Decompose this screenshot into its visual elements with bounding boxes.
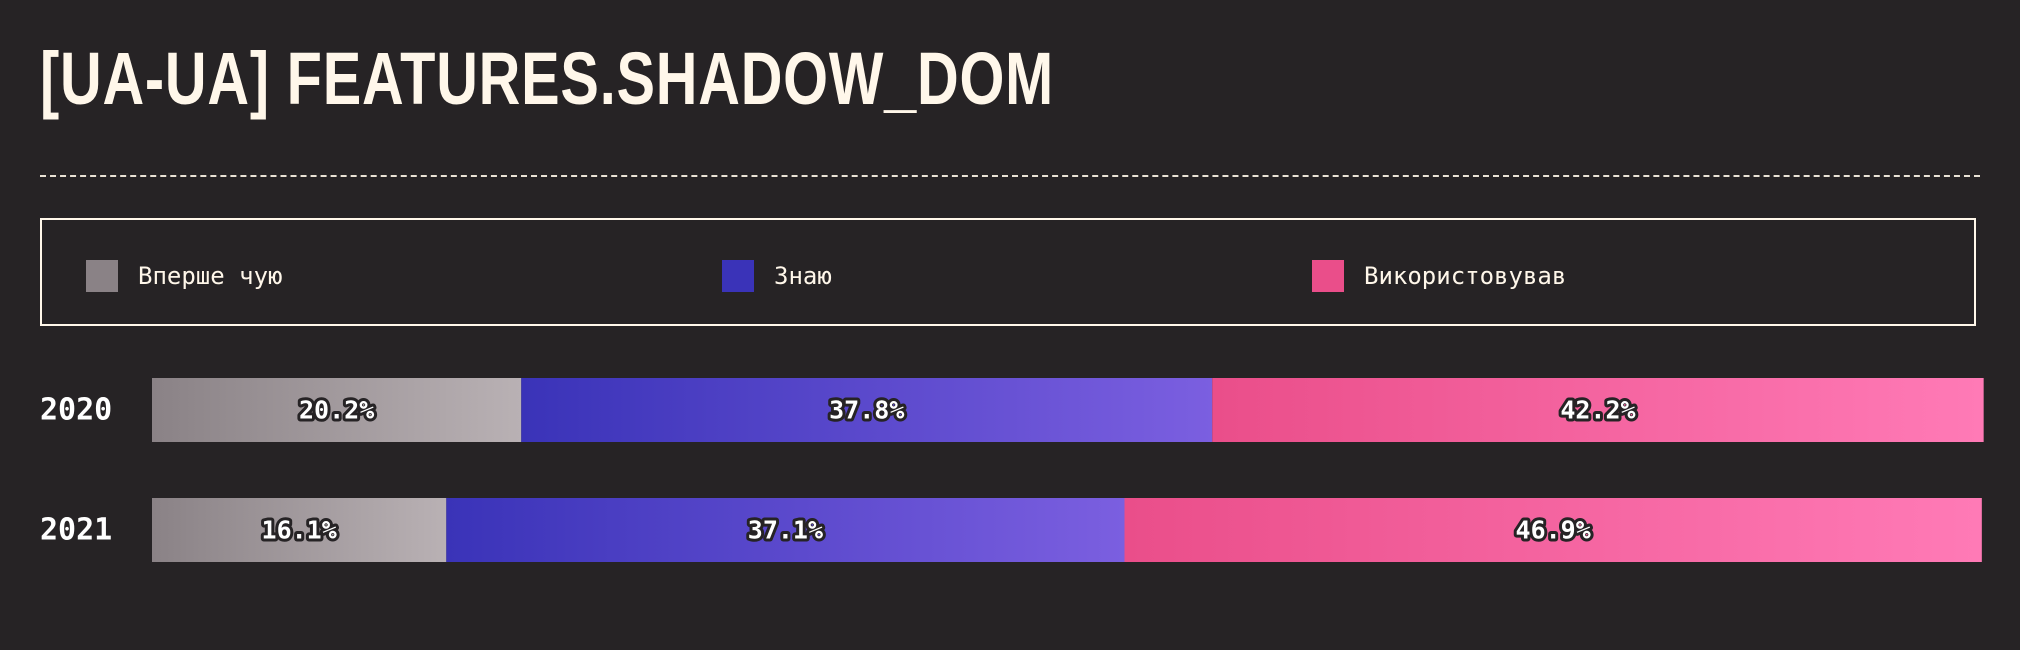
bar-2021-know[interactable] — [446, 498, 1125, 562]
bar-2020-never-heard[interactable] — [152, 378, 522, 442]
page-title: [UA-UA] FEATURES.SHADOW_DOM — [40, 37, 1054, 120]
legend-label-know: Знаю — [774, 262, 832, 290]
legend-item-used[interactable]: Використовував — [1312, 260, 1566, 292]
bar-label-2020-know: 37.8% — [829, 396, 904, 425]
bar-2021-never-heard[interactable] — [152, 498, 447, 562]
legend-item-never-heard[interactable]: Вперше чую — [86, 260, 283, 292]
legend-item-know[interactable]: Знаю — [722, 260, 832, 292]
legend-swatch-never-heard — [86, 260, 118, 292]
year-label-2020: 2020 — [40, 393, 112, 428]
bar-2020-know[interactable] — [521, 378, 1213, 442]
bar-label-2020-used: 42.2% — [1560, 396, 1635, 425]
legend-label-never-heard: Вперше чую — [138, 262, 283, 290]
bar-2020-used[interactable] — [1212, 378, 1984, 442]
legend-swatch-know — [722, 260, 754, 292]
bar-2021-used[interactable] — [1124, 498, 1982, 562]
title-divider — [40, 175, 1980, 177]
year-label-2021: 2021 — [40, 513, 112, 548]
bar-label-2021-used: 46.9% — [1516, 516, 1591, 545]
legend-label-used: Використовував — [1364, 262, 1567, 290]
bar-label-2021-know: 37.1% — [748, 516, 823, 545]
bar-label-2021-never-heard: 16.1% — [262, 516, 337, 545]
bar-label-2020-never-heard: 20.2% — [299, 396, 374, 425]
legend-swatch-used — [1312, 260, 1344, 292]
legend: Вперше чую Знаю Використовував — [40, 218, 1976, 326]
